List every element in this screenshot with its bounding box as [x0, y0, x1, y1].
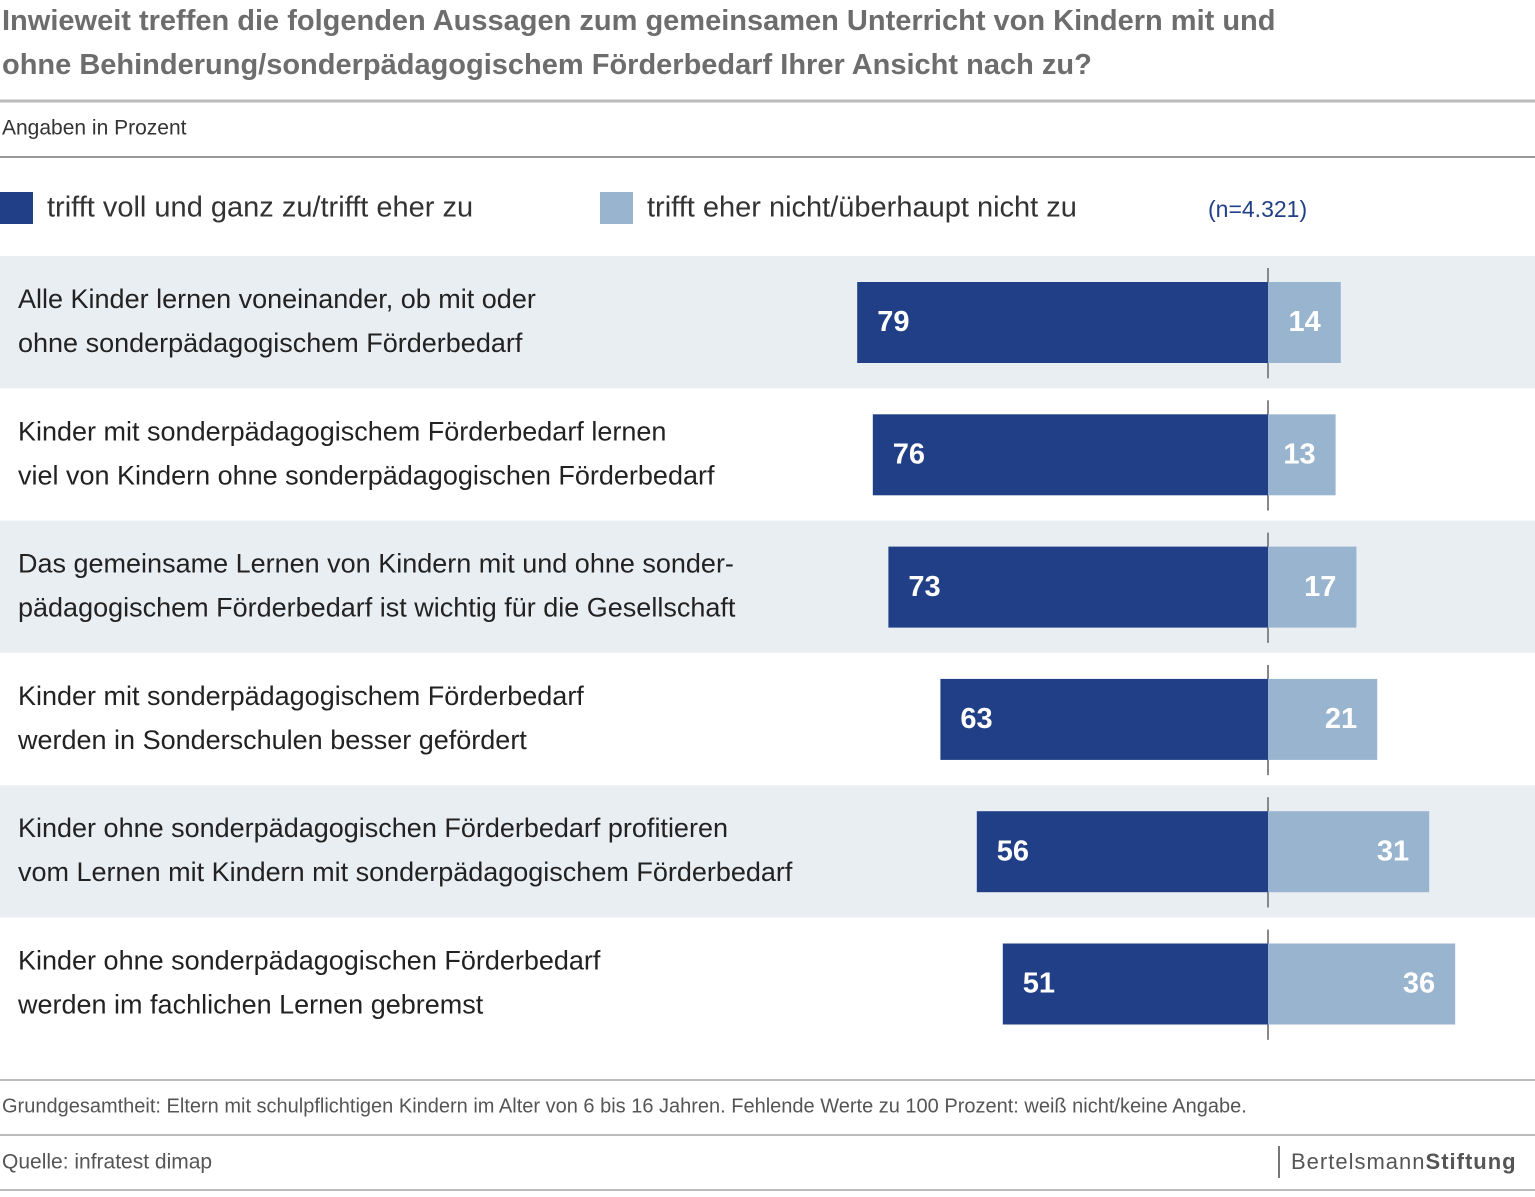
chart-title: Inwieweit treffen die folgenden Aussagen…: [2, 5, 1275, 81]
bar: [976, 811, 1268, 893]
value-label: 36: [1403, 968, 1435, 1000]
bar: [888, 546, 1268, 628]
legend-label: trifft voll und ganz zu/trifft eher zu: [47, 192, 473, 224]
bar: [1002, 943, 1268, 1025]
bar: [1268, 282, 1341, 363]
logo-right: Stiftung: [1426, 1149, 1517, 1174]
value-label: 56: [997, 835, 1029, 867]
category-label: Kinder mit sonderpädagogischem Förderbed…: [18, 416, 715, 490]
logo: BertelsmannStiftung: [1291, 1149, 1517, 1174]
value-label: 73: [908, 571, 940, 603]
bar: [1268, 943, 1456, 1025]
bar: [857, 282, 1268, 363]
category-label: Kinder ohne sonderpädagogischen Förderbe…: [18, 813, 793, 887]
footnote: Grundgesamtheit: Eltern mit schulpflicht…: [2, 1095, 1247, 1117]
bar: [940, 678, 1268, 760]
bar: [872, 414, 1268, 496]
value-label: 13: [1283, 438, 1315, 470]
value-label: 17: [1304, 571, 1336, 603]
bar: [1268, 678, 1378, 760]
value-label: 63: [960, 703, 992, 735]
bar: [1268, 414, 1336, 496]
subtitle: Angaben in Prozent: [2, 117, 187, 140]
source: Quelle: infratest dimap: [2, 1151, 212, 1174]
logo-left: Bertelsmann: [1291, 1149, 1426, 1174]
legend-swatch: [600, 192, 633, 224]
value-label: 14: [1289, 306, 1321, 338]
value-label: 31: [1377, 835, 1409, 867]
value-label: 76: [893, 438, 925, 470]
bar: [1268, 811, 1430, 893]
value-label: 21: [1325, 703, 1357, 735]
legend-label: trifft eher nicht/überhaupt nicht zu: [647, 192, 1077, 224]
sample-note: (n=4.321): [1208, 196, 1307, 222]
category-label: Alle Kinder lernen voneinander, ob mit o…: [18, 284, 536, 358]
legend-swatch: [0, 192, 33, 224]
category-label: Das gemeinsame Lernen von Kindern mit un…: [18, 549, 736, 623]
value-label: 51: [1023, 968, 1055, 1000]
bar: [1268, 546, 1357, 628]
category-label: Kinder ohne sonderpädagogischen Förderbe…: [17, 946, 601, 1020]
category-label: Kinder mit sonderpädagogischem Förderbed…: [17, 681, 584, 755]
value-label: 79: [877, 306, 909, 338]
